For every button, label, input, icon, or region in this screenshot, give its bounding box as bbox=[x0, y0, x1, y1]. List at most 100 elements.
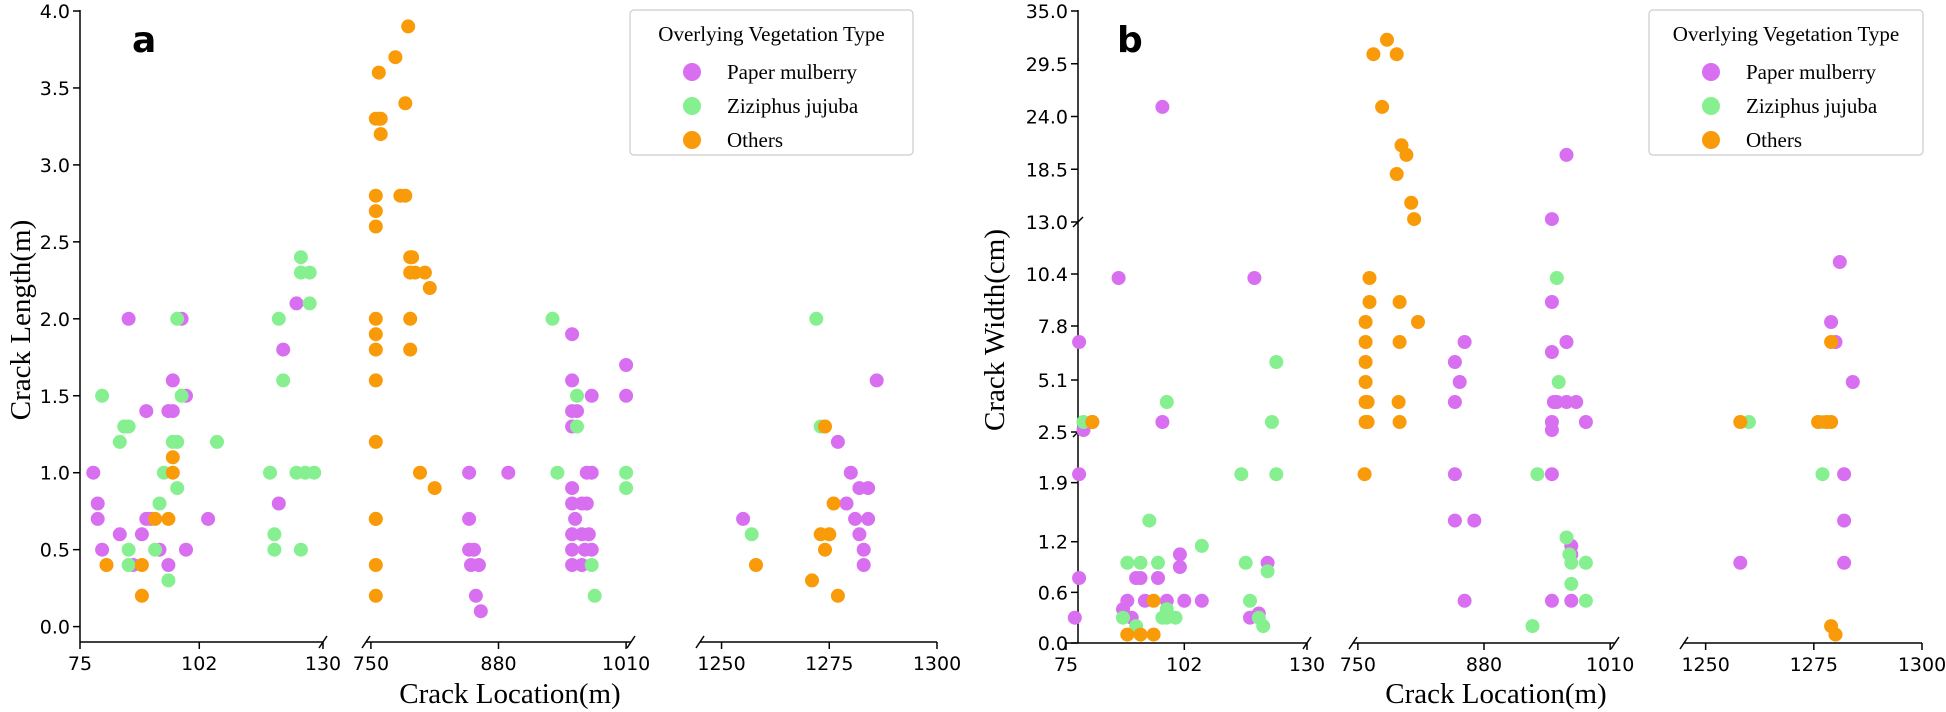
panel-a-point bbox=[201, 511, 216, 526]
panel-b-x-tick-label: 1010 bbox=[1586, 654, 1634, 676]
panel-a-legend-title: Overlying Vegetation Type bbox=[658, 22, 884, 46]
panel-a-point bbox=[90, 496, 105, 511]
panel-b-legend-marker bbox=[1702, 63, 1720, 81]
panel-b-point bbox=[1559, 147, 1574, 162]
panel-a-point bbox=[619, 465, 634, 480]
panel-a-point bbox=[121, 311, 136, 326]
panel-a-point bbox=[736, 511, 751, 526]
panel-b-y-tick-label: 18.5 bbox=[1026, 159, 1068, 181]
panel-a-x-tick-label: 102 bbox=[181, 653, 217, 675]
panel-b-point bbox=[1247, 271, 1262, 285]
panel-b-point bbox=[1564, 576, 1579, 591]
panel-a-point bbox=[170, 434, 185, 449]
panel-a-point bbox=[165, 450, 180, 465]
panel-a-point bbox=[619, 388, 634, 403]
panel-a-point bbox=[401, 19, 416, 34]
panel-a-point bbox=[848, 511, 863, 526]
panel-a-point bbox=[565, 373, 580, 388]
panel-a-point bbox=[570, 404, 584, 419]
panel-b-point bbox=[1072, 571, 1087, 585]
panel-a-plot: 0.0 0.5 1.0 1.5 2.0 2.5 3.0 3.5 4.0 75 102 130 750 88… bbox=[40, 1, 961, 675]
panel-b-point bbox=[1172, 560, 1187, 574]
chart-marks: 0.0 0.5 1.0 1.5 2.0 2.5 3.0 3.5 4.0 75 102 130 750 88… bbox=[40, 1, 1946, 676]
panel-b-point bbox=[1133, 571, 1148, 585]
panel-b-point bbox=[1155, 99, 1170, 114]
panel-b-point bbox=[1159, 395, 1174, 409]
panel-b-point bbox=[1362, 295, 1377, 309]
panel-a-point bbox=[403, 342, 418, 357]
panel-a-point bbox=[581, 527, 596, 542]
panel-a-point bbox=[587, 588, 602, 603]
panel-a-point bbox=[545, 311, 560, 326]
panel-b-x-axis-label: Crack Location(m) bbox=[1385, 678, 1606, 710]
panel-b-point bbox=[1358, 335, 1373, 349]
panel-b-point bbox=[1457, 593, 1472, 608]
panel-a-legend-marker bbox=[683, 97, 701, 115]
panel-b-point bbox=[1399, 147, 1414, 162]
panel-b-x-tick-label: 130 bbox=[1289, 654, 1325, 676]
panel-a-y-tick-label: 0.0 bbox=[40, 617, 70, 639]
panel-a-point bbox=[818, 419, 832, 434]
panel-b-y-tick-label: 1.9 bbox=[1038, 473, 1068, 495]
panel-a-point bbox=[565, 558, 580, 572]
panel-b-point bbox=[1067, 610, 1082, 625]
panel-a-point bbox=[148, 542, 163, 557]
panel-b-point bbox=[1564, 593, 1579, 608]
panel-a-x-tick-label: 75 bbox=[68, 653, 92, 675]
panel-b-point bbox=[1194, 593, 1209, 608]
panel-a-point bbox=[619, 481, 634, 496]
panel-a-point bbox=[289, 296, 304, 311]
panel-a-point bbox=[570, 388, 584, 403]
panel-b-point bbox=[1243, 593, 1257, 608]
panel-b-x-tick-label: 102 bbox=[1166, 654, 1202, 676]
panel-b-point bbox=[1269, 355, 1284, 369]
panel-b-legend-box bbox=[1648, 9, 1924, 156]
panel-a-point bbox=[170, 311, 185, 326]
panel-a-x-axis-label: Crack Location(m) bbox=[399, 678, 620, 710]
panel-b-y-tick-label: 24.0 bbox=[1026, 107, 1068, 129]
panel-a-point bbox=[861, 481, 876, 496]
panel-a-point bbox=[371, 65, 386, 80]
panel-b-point bbox=[1085, 415, 1100, 429]
panel-a-y-tick-label: 0.5 bbox=[40, 540, 70, 562]
panel-a-legend-label: Ziziphus jujuba bbox=[727, 94, 859, 118]
panel-a-legend-marker bbox=[683, 131, 701, 149]
panel-b-y-axis-label: Crack Width(cm) bbox=[979, 229, 1011, 431]
panel-a-x-tick-label: 1010 bbox=[602, 653, 650, 675]
panel-a-x-break-mark bbox=[361, 635, 371, 649]
panel-b-point bbox=[1824, 415, 1839, 429]
panel-a-point bbox=[550, 465, 565, 480]
panel-b-y-tick-label: 2.5 bbox=[1038, 422, 1068, 444]
panel-b-legend-label: Paper mulberry bbox=[1746, 60, 1877, 84]
panel-b-point bbox=[1133, 555, 1148, 570]
panel-b-point bbox=[1530, 467, 1545, 482]
panel-a-point bbox=[839, 496, 854, 511]
panel-b-point bbox=[1824, 335, 1839, 349]
panel-b-point bbox=[1116, 610, 1130, 625]
panel-a-point bbox=[210, 434, 224, 449]
panel-a-point bbox=[271, 496, 286, 511]
panel-a-y-tick-label: 4.0 bbox=[40, 1, 70, 23]
panel-b-point bbox=[1256, 619, 1271, 634]
panel-a-point bbox=[856, 558, 871, 572]
panel-b-point bbox=[1837, 513, 1852, 528]
panel-b-y-tick-label: 0.6 bbox=[1038, 582, 1068, 604]
panel-a-point bbox=[307, 465, 322, 480]
panel-b-point bbox=[1837, 467, 1852, 482]
panel-a-point bbox=[134, 527, 149, 542]
panel-b-point bbox=[1447, 513, 1462, 528]
panel-b-point bbox=[1404, 195, 1419, 210]
panel-a-y-tick-label: 1.0 bbox=[40, 463, 70, 485]
panel-b-y-tick-label: 5.1 bbox=[1038, 370, 1068, 392]
panel-b-point bbox=[1845, 375, 1860, 389]
panel-b-point bbox=[1551, 375, 1566, 389]
panel-b-legend-title: Overlying Vegetation Type bbox=[1673, 22, 1899, 46]
panel-a-point bbox=[388, 50, 403, 65]
panel-a-point bbox=[368, 188, 383, 203]
panel-a-point bbox=[139, 404, 154, 419]
panel-b-point bbox=[1578, 593, 1593, 608]
panel-a-point bbox=[165, 465, 180, 480]
panel-a-point bbox=[368, 219, 383, 234]
panel-b-point bbox=[1828, 627, 1843, 642]
panel-a-point bbox=[579, 496, 594, 511]
